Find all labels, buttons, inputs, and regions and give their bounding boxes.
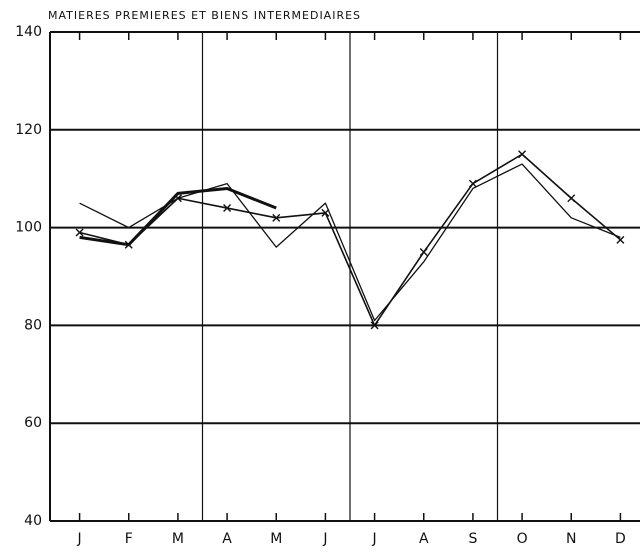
y-tick-label: 140 — [15, 24, 42, 40]
point-marker — [518, 150, 527, 159]
point-marker — [321, 208, 330, 217]
x-tick-label: D — [615, 531, 626, 547]
x-tick-label: A — [222, 531, 232, 547]
x-tick-label: S — [468, 531, 477, 547]
series-line — [79, 186, 277, 247]
x-tick-label: N — [566, 531, 576, 547]
point-marker — [370, 321, 379, 330]
point-marker — [223, 204, 232, 213]
y-tick-label: 60 — [24, 415, 42, 431]
point-marker — [468, 179, 477, 188]
x-tick-label: F — [125, 531, 133, 547]
x-tick-label: J — [77, 531, 82, 547]
x-tick-label: A — [419, 531, 429, 547]
x-tick-label: M — [172, 531, 184, 547]
point-marker — [272, 213, 281, 222]
y-tick-label: 100 — [15, 220, 42, 236]
series-line — [79, 153, 621, 327]
y-tick-label: 40 — [24, 513, 42, 529]
chart-title: MATIERES PREMIERES ET BIENS INTERMEDIAIR… — [48, 9, 361, 22]
point-marker — [75, 228, 84, 237]
point-marker — [419, 248, 428, 257]
x-tick-label: J — [322, 531, 327, 547]
y-tick-label: 120 — [15, 122, 42, 138]
point-marker — [616, 235, 625, 244]
x-tick-label: J — [372, 531, 377, 547]
x-tick-label: M — [270, 531, 282, 547]
point-marker — [567, 194, 576, 203]
x-tick-label: O — [517, 531, 528, 547]
y-tick-label: 80 — [24, 317, 42, 333]
